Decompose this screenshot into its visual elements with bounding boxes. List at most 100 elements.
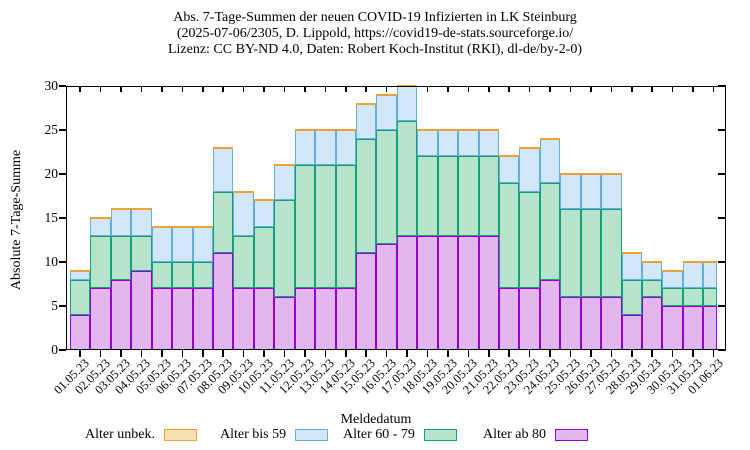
- bar-segment-alter-ab-80-27.05.23: [601, 297, 622, 350]
- bar-cap-alter-unbek-07.05.23: [192, 225, 213, 228]
- bar-segment-alter-60-79-14.05.23: [335, 165, 356, 289]
- bar-segment-alter-60-79-29.05.23: [642, 279, 663, 298]
- bar-segment-alter-ab-80-11.05.23: [274, 297, 295, 350]
- bar-segment-alter-bis-59-11.05.23: [274, 165, 295, 201]
- bar-segment-alter-60-79-27.05.23: [601, 209, 622, 298]
- x-tick-bottom-28.05.23: [631, 350, 633, 357]
- bar-segment-alter-bis-59-31.05.23: [682, 262, 704, 289]
- y-tick-left-5: [59, 305, 66, 307]
- bar-segment-alter-ab-80-01.05.23: [69, 314, 91, 350]
- y-tick-right-15: [718, 217, 726, 219]
- bar-cap-alter-unbek-14.05.23: [335, 129, 356, 131]
- bar-cap-alter-unbek-08.05.23: [213, 146, 234, 149]
- bar-cap-alter-unbek-13.05.23: [315, 129, 336, 131]
- y-tick-left-20: [59, 173, 66, 175]
- x-tick-top-16.05.23: [385, 86, 388, 92]
- x-tick-top-31.05.23: [692, 86, 694, 92]
- x-tick-bottom-22.05.23: [508, 350, 511, 357]
- x-tick-bottom-04.05.23: [140, 350, 143, 357]
- bar-segment-alter-bis-59-24.05.23: [539, 138, 561, 183]
- x-tick-top-05.05.23: [161, 86, 163, 92]
- bar-segment-alter-ab-80-29.05.23: [642, 297, 663, 350]
- legend-item-alter-60-79: Alter 60 - 79: [343, 427, 457, 443]
- x-tick-bottom-09.05.23: [242, 350, 245, 357]
- x-tick-top-24.05.23: [549, 86, 551, 92]
- legend-swatch-alter-bis-59: [295, 429, 329, 441]
- bar-segment-alter-ab-80-13.05.23: [315, 288, 336, 350]
- bars-layer: [66, 85, 726, 350]
- legend-swatch-alter-60-79: [423, 429, 457, 441]
- x-tick-top-13.05.23: [324, 86, 327, 92]
- bar-segment-alter-bis-59-23.05.23: [519, 147, 540, 192]
- x-axis-title: Meldedatum: [340, 412, 412, 427]
- legend-swatch-alter-ab-80: [554, 429, 588, 441]
- x-tick-bottom-17.05.23: [406, 350, 408, 357]
- chart-title-line1: Abs. 7-Tage-Summen der neuen COVID-19 In…: [173, 10, 577, 25]
- bar-segment-alter-bis-59-01.05.23: [69, 270, 91, 280]
- bar-segment-alter-60-79-06.05.23: [172, 262, 193, 289]
- x-tick-bottom-21.05.23: [488, 350, 490, 357]
- x-tick-top-01.05.23: [79, 86, 81, 92]
- x-tick-bottom-06.05.23: [181, 350, 184, 357]
- y-tick-label-30: 30: [44, 78, 59, 93]
- x-tick-bottom-01.05.23: [79, 350, 81, 357]
- bar-segment-alter-60-79-02.05.23: [90, 235, 111, 289]
- chart-title-line2: (2025-07-06/2305, D. Lippold, https://co…: [176, 26, 574, 41]
- y-tick-label-10: 10: [44, 254, 59, 269]
- legend-label: Alter bis 59: [220, 427, 287, 442]
- y-tick-right-5: [718, 305, 726, 307]
- bar-segment-alter-ab-80-09.05.23: [233, 288, 254, 350]
- bar-cap-alter-unbek-19.05.23: [437, 129, 459, 131]
- x-tick-top-04.05.23: [140, 86, 143, 92]
- legend-item-alter-ab-80: Alter ab 80: [483, 427, 588, 443]
- bar-cap-alter-unbek-26.05.23: [580, 173, 602, 175]
- x-tick-bottom-29.05.23: [651, 350, 654, 357]
- bar-segment-alter-ab-80-24.05.23: [539, 279, 561, 350]
- legend: Alter unbek. Alter bis 59 Alter 60 - 79 Alt…: [0, 427, 750, 445]
- bar-segment-alter-bis-59-26.05.23: [580, 174, 602, 210]
- bar-segment-alter-60-79-09.05.23: [233, 235, 254, 289]
- bar-segment-alter-ab-80-01.06.23: [703, 306, 717, 350]
- bar-segment-alter-60-79-31.05.23: [682, 288, 704, 306]
- bar-segment-alter-60-79-10.05.23: [253, 226, 275, 289]
- bar-cap-alter-unbek-21.05.23: [478, 129, 499, 131]
- x-tick-top-03.05.23: [120, 86, 122, 92]
- x-tick-top-14.05.23: [344, 86, 347, 92]
- bar-segment-alter-ab-80-28.05.23: [621, 314, 642, 350]
- bar-segment-alter-60-79-05.05.23: [151, 262, 173, 289]
- bar-cap-alter-unbek-30.05.23: [662, 269, 683, 272]
- y-tick-left-10: [59, 261, 66, 263]
- legend-label: Alter 60 - 79: [343, 427, 415, 442]
- legend-swatch-alter-unbek-: [163, 429, 197, 441]
- x-tick-bottom-15.05.23: [365, 350, 367, 357]
- y-tick-label-20: 20: [44, 166, 59, 181]
- y-tick-right-20: [718, 173, 726, 175]
- x-tick-top-01.06.23: [712, 86, 715, 92]
- x-tick-top-06.05.23: [181, 86, 184, 92]
- bar-segment-alter-60-79-03.05.23: [110, 235, 132, 280]
- x-tick-bottom-14.05.23: [344, 350, 347, 357]
- y-tick-left-0: [59, 349, 66, 351]
- x-tick-bottom-20.05.23: [467, 350, 470, 357]
- x-tick-top-28.05.23: [631, 86, 633, 92]
- bar-segment-alter-ab-80-06.05.23: [172, 288, 193, 350]
- bar-segment-alter-ab-80-05.05.23: [151, 288, 173, 350]
- bar-cap-alter-unbek-18.05.23: [417, 129, 438, 131]
- bar-segment-alter-60-79-23.05.23: [519, 191, 540, 289]
- bar-segment-alter-bis-59-17.05.23: [396, 86, 418, 122]
- x-tick-bottom-13.05.23: [324, 350, 327, 357]
- bar-segment-alter-bis-59-03.05.23: [110, 209, 132, 236]
- bar-segment-alter-ab-80-30.05.23: [662, 306, 683, 350]
- x-tick-bottom-30.05.23: [671, 350, 674, 357]
- bar-segment-alter-bis-59-14.05.23: [335, 130, 356, 166]
- bar-segment-alter-bis-59-29.05.23: [642, 262, 663, 280]
- bar-segment-alter-bis-59-22.05.23: [499, 156, 520, 183]
- bar-segment-alter-ab-80-16.05.23: [376, 244, 397, 350]
- bar-segment-alter-bis-59-01.06.23: [703, 262, 717, 289]
- bar-segment-alter-bis-59-07.05.23: [192, 226, 213, 262]
- bar-segment-alter-60-79-19.05.23: [437, 156, 459, 236]
- y-tick-left-15: [59, 217, 66, 219]
- y-tick-label-25: 25: [44, 122, 59, 137]
- bar-segment-alter-60-79-26.05.23: [580, 209, 602, 298]
